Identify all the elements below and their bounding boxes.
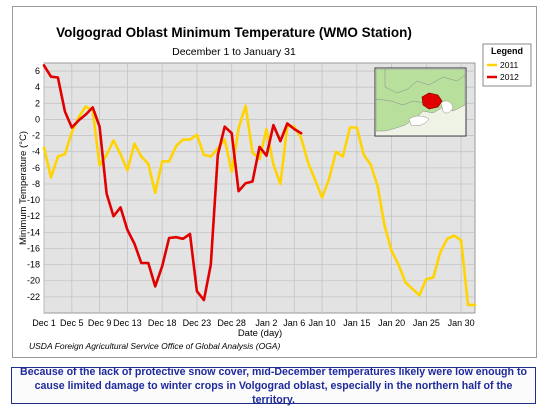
y-tick-label: -12	[27, 211, 40, 221]
y-tick-label: 4	[35, 82, 40, 92]
x-tick-label: Jan 25	[413, 318, 440, 328]
y-tick-label: -8	[32, 179, 40, 189]
y-tick-label: -18	[27, 260, 40, 270]
y-tick-label: -10	[27, 195, 40, 205]
x-tick-label: Jan 20	[378, 318, 405, 328]
x-tick-label: Jan 6	[283, 318, 305, 328]
y-tick-label: -14	[27, 227, 40, 237]
caption-box: Because of the lack of protective snow c…	[11, 365, 536, 406]
x-tick-label: Dec 9	[88, 318, 112, 328]
y-tick-label: -20	[27, 276, 40, 286]
x-tick-label: Dec 5	[60, 318, 84, 328]
x-tick-label: Dec 18	[148, 318, 177, 328]
y-tick-label: -4	[32, 147, 40, 157]
y-tick-label: -16	[27, 243, 40, 253]
x-tick-label: Dec 23	[183, 318, 212, 328]
x-tick-label: Jan 15	[343, 318, 370, 328]
x-tick-label: Dec 1	[32, 318, 56, 328]
x-tick-label: Jan 30	[448, 318, 475, 328]
legend-title: Legend	[491, 46, 523, 56]
y-axis-label: Minimum Temperature (°C)	[18, 131, 29, 245]
y-tick-label: -2	[32, 131, 40, 141]
caption-text: Because of the lack of protective snow c…	[20, 365, 527, 406]
x-tick-label: Dec 28	[217, 318, 246, 328]
x-axis-label: Date (day)	[238, 328, 282, 339]
legend: Legend 2011 2012	[482, 43, 532, 87]
x-axis-ticks: Dec 1 Dec 5 Dec 9 Dec 13 Dec 18 Dec 23 Dec 28 J…	[32, 318, 474, 328]
chart-subtitle: December 1 to January 31	[172, 46, 296, 58]
y-tick-label: -22	[27, 292, 40, 302]
x-tick-label: Jan 2	[255, 318, 277, 328]
legend-label-2012: 2012	[500, 72, 519, 82]
series-lines	[42, 64, 477, 307]
x-tick-label: Dec 13	[113, 318, 142, 328]
chart-title: Volgograd Oblast Minimum Temperature (WM…	[56, 25, 412, 40]
region-map-icon	[374, 67, 467, 137]
chart-frame: Volgograd Oblast Minimum Temperature (WM…	[12, 6, 537, 358]
y-tick-label: 0	[35, 114, 40, 124]
source-credit: USDA Foreign Agricultural Service Office…	[29, 341, 280, 351]
chart-svg: Volgograd Oblast Minimum Temperature (WM…	[18, 25, 532, 351]
y-tick-label: 6	[35, 66, 40, 76]
legend-label-2011: 2011	[500, 60, 519, 70]
y-tick-label: 2	[35, 98, 40, 108]
x-tick-label: Jan 10	[309, 318, 336, 328]
series-line-2011	[42, 104, 477, 307]
y-axis-ticks: 6 4 2 0 -2 -4 -6 -8 -10 -12 -14 -16 -18 -20 -22	[27, 66, 40, 302]
series-line-2012	[42, 64, 303, 302]
y-tick-label: -6	[32, 163, 40, 173]
